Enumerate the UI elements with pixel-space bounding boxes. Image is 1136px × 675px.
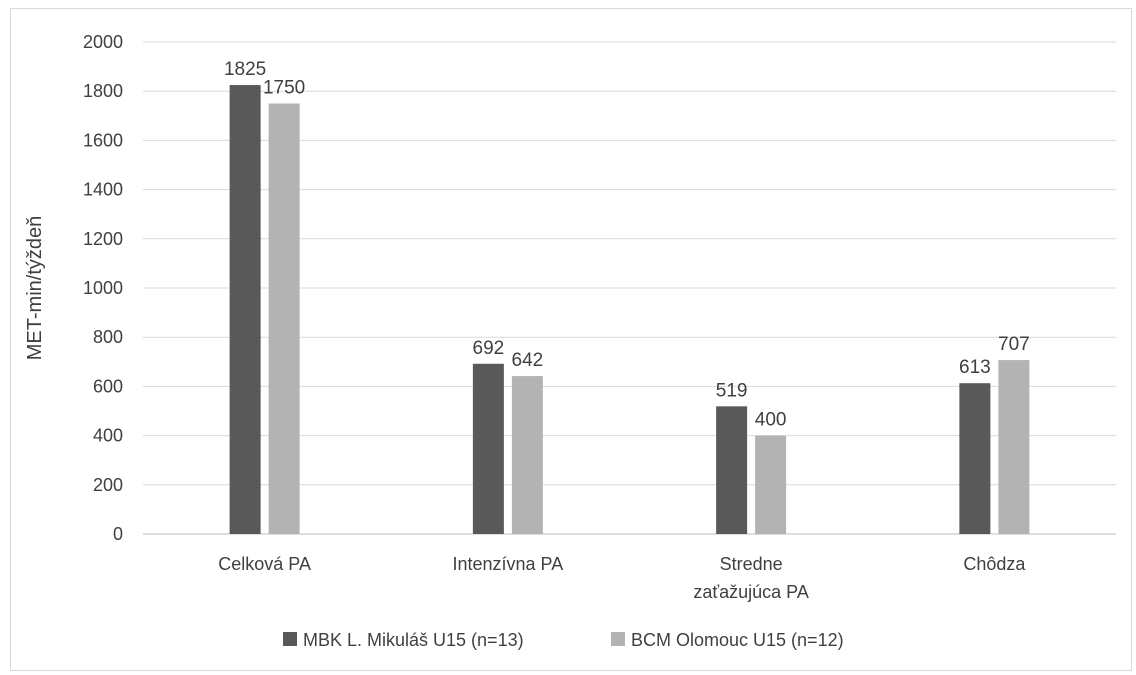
y-tick-label: 400 <box>93 426 123 446</box>
legend-swatch <box>283 632 297 646</box>
y-tick-label: 600 <box>93 376 123 396</box>
bar-1 <box>229 85 261 535</box>
category-label: Intenzívna PA <box>453 554 564 574</box>
bar-2 <box>268 103 300 534</box>
y-axis-ticks: 0 200 400 600 800 1000 1200 1400 1600 1800 2000 <box>83 32 123 544</box>
y-tick-label: 200 <box>93 475 123 495</box>
chart-frame: 0 200 400 600 800 1000 1200 1400 1600 1800 2000 18… <box>10 8 1132 671</box>
y-axis-label: MET-min/týždeň <box>24 216 46 360</box>
data-label: 1825 <box>224 59 266 80</box>
legend-swatch <box>611 632 625 646</box>
bars <box>229 85 1030 535</box>
bar-1 <box>472 363 504 534</box>
data-label: 692 <box>473 338 505 359</box>
legend-label: MBK L. Mikuláš U15 (n=13) <box>303 630 524 650</box>
y-tick-label: 1800 <box>83 81 123 101</box>
y-tick-label: 800 <box>93 327 123 347</box>
y-tick-label: 1400 <box>83 180 123 200</box>
category-label: Chôdza <box>963 554 1026 574</box>
category-label: Stredne <box>720 554 783 574</box>
y-tick-label: 1000 <box>83 278 123 298</box>
bar-1 <box>716 406 748 534</box>
category-label: zaťažujúca PA <box>693 582 808 602</box>
y-tick-label: 1200 <box>83 229 123 249</box>
bar-2 <box>998 360 1030 534</box>
legend: MBK L. Mikuláš U15 (n=13) BCM Olomouc U15… <box>283 630 844 650</box>
y-tick-label: 0 <box>113 524 123 544</box>
bar-chart: 0 200 400 600 800 1000 1200 1400 1600 1800 2000 18… <box>24 32 1116 650</box>
data-label: 613 <box>959 357 991 378</box>
legend-label: BCM Olomouc U15 (n=12) <box>631 630 844 650</box>
bar-2 <box>755 435 787 534</box>
bar-1 <box>959 383 991 534</box>
y-tick-label: 2000 <box>83 32 123 52</box>
data-label: 707 <box>998 334 1030 355</box>
data-label: 400 <box>755 410 787 431</box>
category-label: Celková PA <box>218 554 311 574</box>
gridlines <box>143 41 1116 535</box>
data-label: 642 <box>512 350 544 371</box>
data-label: 1750 <box>263 78 305 99</box>
bar-2 <box>511 376 543 534</box>
y-tick-label: 1600 <box>83 130 123 150</box>
x-axis-categories: Celková PA Intenzívna PA Stredne zaťažujúca… <box>218 554 1026 602</box>
data-label: 519 <box>716 380 748 401</box>
